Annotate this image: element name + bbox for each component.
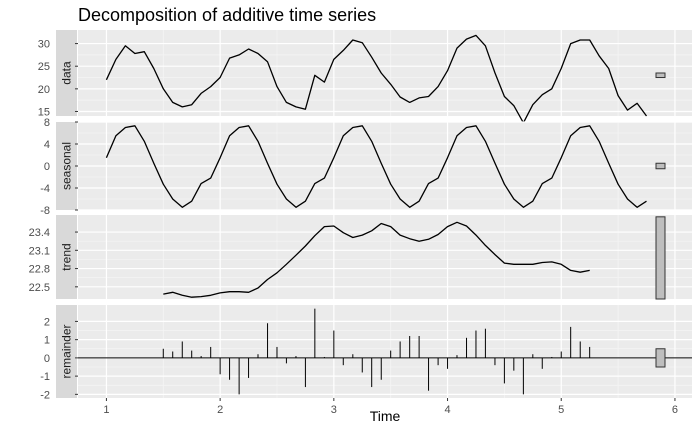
y-tick-label: 0 [44, 353, 50, 365]
panel-data: data 15 20 25 30 [38, 30, 692, 124]
x-tick-label: 5 [558, 404, 564, 416]
panel-trend: trend 22.5 22.8 23.1 23.4 [29, 215, 692, 300]
range-bar [655, 348, 666, 368]
strip-label: data [60, 61, 74, 85]
x-tick-label: 3 [331, 404, 337, 416]
panel-background [78, 30, 692, 116]
y-tick-label: 2 [44, 316, 50, 328]
y-tick-label: 23.1 [29, 245, 50, 257]
y-tick-label: 8 [44, 117, 50, 129]
panel-remainder: remainder -2 -1 0 1 2 1 2 3 4 5 6 [40, 305, 692, 416]
y-tick-label: -4 [40, 183, 50, 195]
seasonal-line [105, 125, 647, 208]
x-axis-title: Time [370, 408, 401, 424]
strip-background [56, 305, 77, 398]
range-bar [655, 72, 666, 79]
x-tick-label: 4 [444, 404, 450, 416]
y-tick-label: -1 [40, 371, 50, 383]
strip-label: seasonal [60, 142, 74, 190]
strip-label: remainder [60, 324, 74, 378]
y-tick-label: 15 [38, 106, 50, 118]
trend-line [163, 221, 590, 298]
y-tick-label: 4 [44, 139, 50, 151]
y-tick-label: 23.4 [29, 227, 50, 239]
y-tick-label: -8 [40, 205, 50, 217]
y-tick-label: 22.5 [29, 282, 50, 294]
x-tick-label: 2 [217, 404, 223, 416]
strip-background [56, 215, 77, 299]
y-tick-label: -2 [40, 389, 50, 401]
strip-background [56, 122, 77, 210]
panels: data15202530seasonal-8-4048trend22.522.8… [29, 30, 692, 416]
y-tick-label: 0 [44, 161, 50, 173]
x-tick-label: 1 [103, 404, 109, 416]
chart-title: Decomposition of additive time series [78, 5, 376, 25]
strip-background [56, 30, 77, 116]
range-bar [655, 162, 666, 170]
data-line [105, 34, 648, 124]
y-tick-label: 30 [38, 39, 50, 51]
panel-background [78, 215, 692, 299]
y-tick-label: 20 [38, 84, 50, 96]
panel-seasonal: seasonal -8 -4 0 4 8 [40, 117, 692, 217]
strip-label: trend [60, 243, 74, 270]
range-bar [655, 216, 666, 300]
panel-background [78, 305, 692, 398]
x-tick-label: 6 [672, 404, 678, 416]
y-tick-label: 1 [44, 335, 50, 347]
y-tick-label: 22.8 [29, 264, 50, 276]
y-tick-label: 25 [38, 61, 50, 73]
